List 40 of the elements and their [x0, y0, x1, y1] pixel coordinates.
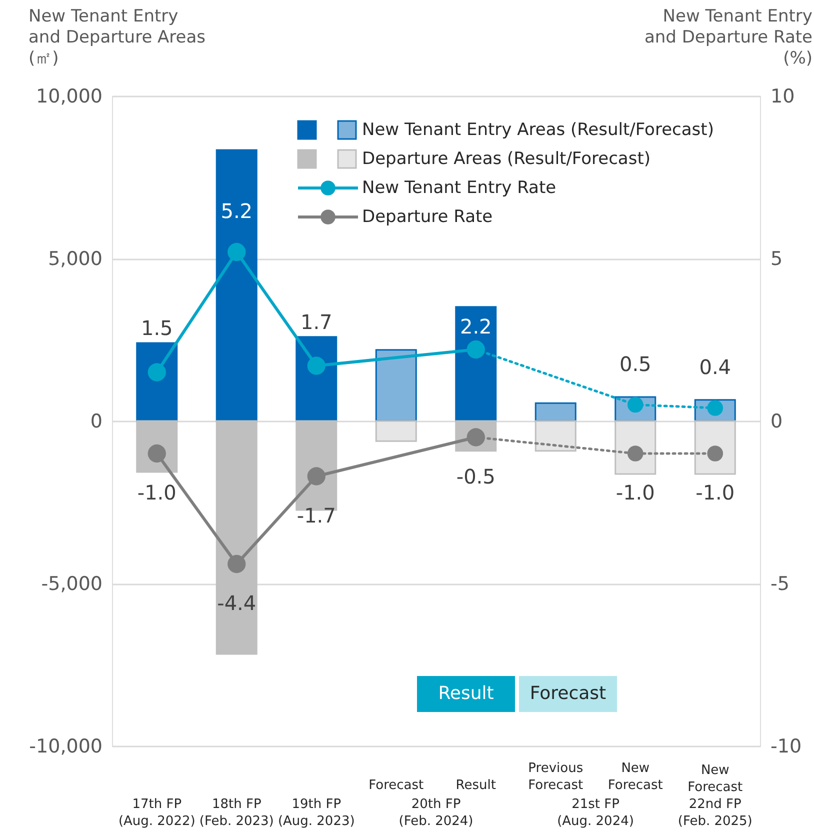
y2-tick-label: -5 [770, 573, 790, 595]
x-tick-label: Forecast [368, 778, 424, 793]
data-label: 2.2 [460, 314, 492, 338]
x-tick-label: New Forecast [608, 761, 663, 793]
legend-label: New Tenant Entry Areas (Result/Forecast) [362, 120, 714, 140]
y-tick-label: 0 [90, 410, 102, 432]
data-label: -1.0 [696, 480, 735, 504]
data-label: 0.5 [619, 352, 652, 376]
y2-axis-title: New Tenant Entry and Departure Rate (%) [644, 6, 812, 68]
y-tick-label: 10,000 [36, 86, 102, 108]
legend-label: Departure Rate [362, 207, 493, 227]
data-label: -0.5 [456, 464, 496, 488]
text: 20th FP (Feb. 2024) [398, 797, 474, 829]
data-label: -1.7 [296, 503, 336, 528]
annotation: Forecast [530, 683, 606, 704]
y2-tick-label: 10 [770, 86, 795, 108]
annotation: Result [438, 683, 494, 704]
y2-tick-label: 5 [770, 248, 783, 270]
data-label: -1.0 [137, 480, 176, 504]
x-tick-label: Result [456, 778, 496, 793]
y-axis-title: New Tenant Entry and Departure Areas (㎡) [28, 6, 206, 68]
x-tick-label: 19th FP (Aug. 2023) [278, 797, 355, 829]
y2-tick-label: 0 [770, 410, 783, 432]
data-label: -4.4 [217, 591, 256, 615]
text: 21st FP (Aug. 2024) [557, 797, 634, 829]
y-tick-label: 5,000 [48, 248, 102, 270]
x-tick-label: 17th FP (Aug. 2022) [118, 797, 196, 829]
x-tick-label: Previous Forecast [528, 761, 584, 793]
legend-label: Departure Areas (Result/Forecast) [362, 149, 651, 169]
data-label: 0.4 [699, 355, 732, 379]
data-label: 5.2 [220, 199, 253, 223]
y2-tick-label: -10 [770, 736, 802, 758]
data-label: 1.5 [140, 316, 173, 340]
y-tick-label: -5,000 [41, 573, 102, 595]
data-label: 1.7 [300, 310, 332, 334]
x-tick-label: 18th FP (Feb. 2023) [199, 797, 274, 829]
y-tick-label: -10,000 [29, 736, 102, 758]
x-tick-label: New Forecast 22nd FP (Feb. 2025) [678, 763, 752, 829]
data-label: -1.0 [616, 480, 655, 504]
legend-label: New Tenant Entry Rate [362, 178, 556, 198]
